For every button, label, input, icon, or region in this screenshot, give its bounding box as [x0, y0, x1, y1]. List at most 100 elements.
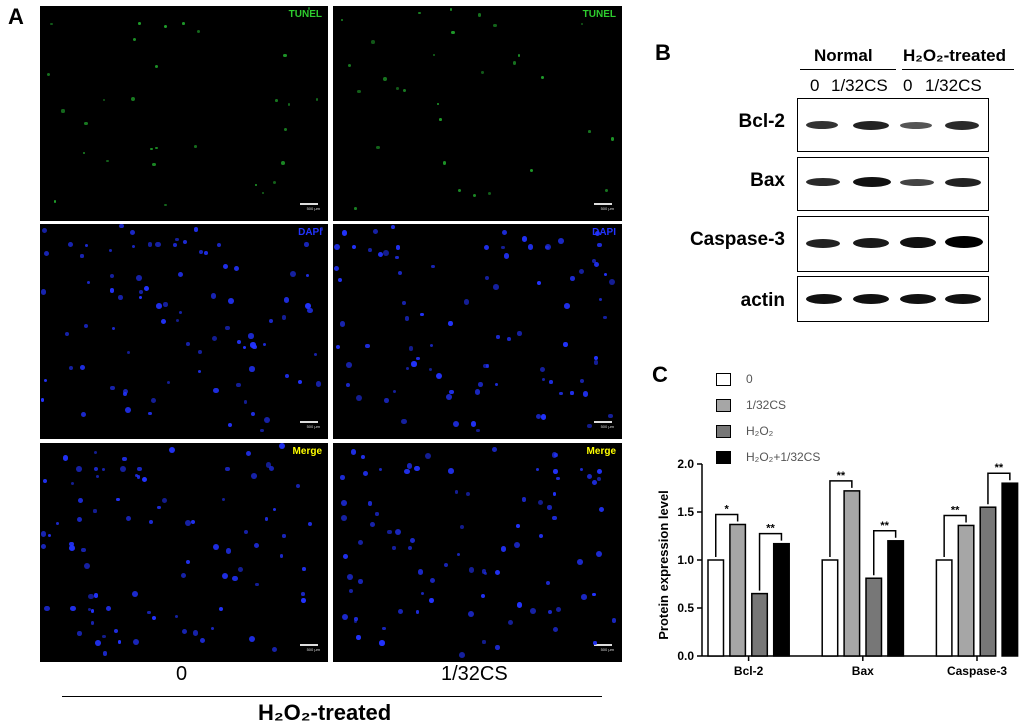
- cell-dot: [132, 37, 136, 41]
- cell-dot: [279, 443, 286, 450]
- blot-bax: [797, 157, 989, 211]
- cell-dot: [40, 544, 46, 550]
- cell-dot: [473, 193, 477, 197]
- cell-dot: [392, 546, 396, 550]
- bar-bcl-2-1: [729, 523, 747, 657]
- micrograph-tunel-1-32cs: TUNEL 500 μm: [333, 6, 622, 221]
- cell-dot: [545, 245, 549, 250]
- cell-dot: [417, 569, 423, 575]
- cell-dot: [483, 364, 488, 369]
- cell-dot: [272, 180, 276, 184]
- blot-label-bax: Bax: [750, 170, 785, 191]
- legend-label-h2o2-1-32cs: H₂O₂+1/32CS: [746, 450, 821, 464]
- cell-dot: [493, 284, 499, 290]
- cell-dot: [90, 621, 95, 625]
- y-tick-label: 0.5: [677, 601, 694, 615]
- cell-dot: [119, 224, 124, 229]
- cell-dot: [454, 490, 459, 494]
- cell-dot: [186, 341, 190, 346]
- header-normal-underline: [800, 69, 896, 70]
- cell-dot: [476, 428, 480, 433]
- cell-dot: [580, 378, 585, 383]
- cell-dot: [341, 514, 347, 521]
- cell-dot: [429, 578, 436, 584]
- cell-dot: [341, 614, 348, 620]
- cell-dot: [186, 560, 191, 565]
- legend-label-1-32cs: 1/32CS: [746, 398, 787, 412]
- cell-dot: [136, 475, 141, 479]
- cell-dot: [395, 255, 399, 259]
- significance-bracket: [987, 472, 1011, 505]
- panel-c-letter: C: [652, 362, 668, 387]
- cell-dot: [480, 594, 485, 599]
- cell-dot: [395, 86, 399, 90]
- cell-dot: [155, 303, 162, 309]
- cell-dot: [494, 570, 500, 576]
- cell-dot: [307, 7, 311, 10]
- cell-dot: [414, 465, 420, 472]
- blot-actin: [797, 276, 989, 322]
- header-h2o2-underline: [902, 69, 1014, 70]
- cell-dot: [263, 416, 270, 423]
- cell-dot: [482, 640, 486, 644]
- scale-bar: 500 μm: [300, 421, 320, 429]
- micrograph-tunel-0: TUNEL 500 μm: [40, 6, 328, 221]
- cell-dot: [592, 592, 596, 597]
- cell-dot: [40, 531, 47, 538]
- cell-dot: [237, 339, 242, 344]
- cell-dot: [603, 272, 608, 277]
- cell-dot: [307, 307, 313, 314]
- cell-dot: [190, 520, 195, 525]
- group-label-h2o2-treated: H₂O₂-treated: [258, 700, 392, 725]
- cell-dot: [136, 275, 143, 281]
- cell-dot: [474, 389, 481, 395]
- cell-dot: [125, 515, 132, 521]
- band: [853, 238, 889, 248]
- cell-dot: [236, 382, 241, 387]
- cell-dot: [69, 366, 74, 371]
- cell-dot: [421, 591, 425, 595]
- cell-dot: [111, 326, 116, 330]
- cell-dot: [522, 236, 528, 242]
- bar-bax-3: [887, 540, 905, 657]
- cell-dot: [449, 389, 454, 395]
- cell-dot: [570, 391, 574, 395]
- band: [806, 294, 842, 304]
- band: [900, 294, 936, 304]
- legend-label-h2o2: H₂O₂: [746, 424, 774, 438]
- cell-dot: [536, 280, 542, 286]
- cell-dot: [176, 318, 180, 322]
- cell-dot: [545, 580, 551, 586]
- cell-dot: [522, 497, 527, 502]
- cell-dot: [65, 331, 70, 336]
- cell-dot: [390, 225, 395, 230]
- micrograph-label: Merge: [586, 446, 616, 457]
- cell-dot: [596, 477, 601, 482]
- cell-dot: [296, 483, 301, 488]
- y-axis-label: Protein expression level: [656, 490, 671, 640]
- cell-dot: [403, 89, 407, 93]
- significance-mark: **: [766, 523, 775, 535]
- cell-dot: [564, 303, 570, 309]
- cell-dot: [484, 572, 488, 576]
- legend-swatch-0: [716, 373, 731, 386]
- cell-dot: [350, 449, 357, 455]
- cell-dot: [115, 497, 120, 502]
- cell-dot: [336, 344, 341, 349]
- legend-label-0: 0: [746, 372, 753, 386]
- cell-dot: [535, 413, 541, 419]
- x-tick-label: Caspase-3: [947, 664, 1007, 678]
- cell-dot: [304, 242, 309, 248]
- cell-dot: [250, 473, 257, 479]
- cell-dot: [420, 313, 424, 317]
- cell-dot: [535, 468, 540, 472]
- cell-dot: [397, 270, 402, 276]
- cell-dot: [338, 277, 343, 282]
- significance-mark: **: [837, 470, 846, 482]
- cell-dot: [411, 361, 417, 367]
- significance-bracket: [943, 514, 967, 557]
- blot-label-actin: actin: [740, 290, 785, 311]
- cell-dot: [216, 242, 221, 247]
- cell-dot: [481, 569, 487, 574]
- cell-dot: [281, 315, 287, 320]
